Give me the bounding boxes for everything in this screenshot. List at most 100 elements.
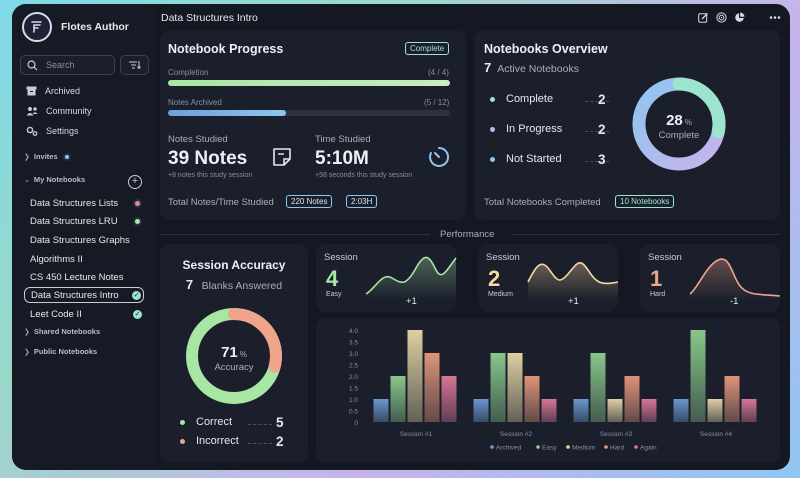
notebooks-overview-card: Notebooks Overview 7 Active Notebooks To… (474, 30, 780, 220)
notebook-item-label: Data Structures Graphs (30, 234, 130, 246)
legend-dot (634, 445, 638, 449)
legend-dot (180, 419, 185, 425)
edit-icon[interactable] (698, 12, 709, 23)
overview-row-count: 2 (598, 92, 606, 107)
accuracy-row: Correct (180, 416, 232, 428)
target-icon[interactable] (716, 12, 727, 23)
x-tick-label: Session #2 (500, 431, 533, 438)
search-input[interactable]: Search (20, 55, 115, 75)
y-tick-label: 0.5 (349, 409, 358, 416)
performance-divider-left (160, 234, 430, 235)
notebook-item[interactable]: Leet Code II ✓ (24, 306, 144, 322)
invites-indicator (62, 152, 71, 161)
archived-progress-bar (168, 110, 286, 116)
more-options-icon[interactable] (769, 12, 781, 23)
session-sparkline (689, 258, 781, 300)
notebook-item[interactable]: Data Structures Graphs (24, 232, 144, 248)
progress-title: Notebook Progress (168, 42, 284, 56)
notebook-item[interactable]: Data Structures Lists (24, 195, 144, 211)
donut-value-arc (632, 77, 726, 171)
session-title: Session (648, 252, 682, 263)
bar-hard-1 (424, 353, 440, 422)
total-studied-label: Total Notes/Time Studied (168, 197, 274, 208)
filter-button[interactable] (120, 55, 149, 75)
archived-label: Notes Archived (168, 98, 222, 107)
app-window: Flotes Author Search Archived Community … (12, 4, 790, 470)
notebook-item[interactable]: Algorithms II (24, 251, 144, 267)
overview-donut-center: 28% Complete (629, 112, 729, 141)
accuracy-row: Incorrect (180, 435, 239, 447)
overview-row: Not Started (490, 153, 562, 165)
accuracy-donut-unit: % (239, 350, 247, 359)
add-notebook-button[interactable]: + (128, 175, 142, 189)
nav-settings[interactable]: Settings (26, 126, 79, 136)
session-value: 4 (326, 266, 339, 291)
sparkline-line (365, 256, 457, 295)
dashed-leader (585, 101, 609, 102)
sticky-note-icon (273, 148, 291, 166)
overview-row-count: 2 (598, 122, 606, 137)
y-tick-label: 4.0 (349, 328, 358, 335)
session-difficulty: Hard (650, 291, 666, 298)
invites-label: Invites (33, 152, 58, 161)
accuracy-row-count: 5 (276, 415, 284, 430)
y-tick-label: 2.5 (349, 363, 358, 370)
accuracy-donut-center: 71% Accuracy (182, 344, 286, 373)
session-title: Session (324, 252, 358, 263)
notebook-item-label: Data Structures LRU (30, 215, 118, 227)
session-value: 1 (650, 266, 663, 291)
legend-label: Archived (496, 445, 522, 452)
nav-archived[interactable]: Archived (26, 86, 80, 96)
overview-donut-chart (632, 77, 726, 171)
notebook-item-label: Data Structures Intro (31, 289, 119, 301)
legend-dot (536, 445, 540, 449)
archived-value: (5 / 12) (424, 98, 450, 107)
nav-community[interactable]: Community (26, 106, 92, 116)
notebook-item[interactable]: Data Structures LRU (24, 213, 144, 229)
session-delta: +1 (406, 296, 417, 307)
bar-hard-3 (624, 376, 640, 422)
sparkline-line (689, 258, 781, 297)
session-difficulty: Easy (326, 291, 342, 298)
invites-section[interactable]: ❯ Invites (24, 152, 71, 161)
total-completed-badge: 10 Notebooks (615, 195, 675, 208)
nav-community-label: Community (46, 106, 92, 116)
flotes-logo-icon (22, 12, 52, 42)
session-value: 2 (488, 266, 501, 291)
app-name: Flotes Author (61, 21, 129, 33)
public-notebooks-section[interactable]: ❯ Public Notebooks (24, 347, 97, 356)
pie-chart-icon[interactable] (734, 12, 745, 23)
brand[interactable]: Flotes Author (22, 12, 129, 42)
session-sparkline (527, 262, 619, 300)
nav-archived-label: Archived (45, 86, 81, 96)
session-title: Session (486, 252, 520, 263)
status-dot (133, 216, 142, 226)
bar-easy-4 (690, 330, 706, 422)
bar-again-4 (741, 399, 757, 422)
y-tick-label: 2.0 (349, 374, 358, 381)
my-notebooks-section[interactable]: ⌄ My Notebooks (24, 175, 85, 184)
bar-hard-4 (724, 376, 740, 422)
notebook-progress-card: Notebook Progress Complete Completion (4… (160, 30, 466, 220)
search-placeholder: Search (46, 60, 75, 70)
bar-archived-1 (373, 399, 389, 422)
chevron-down-icon: ⌄ (24, 176, 30, 184)
completion-progress-bar (168, 80, 450, 86)
accuracy-donut-value: 71 (221, 344, 238, 361)
overview-row: Complete (490, 93, 553, 105)
shared-notebooks-section[interactable]: ❯ Shared Notebooks (24, 327, 100, 336)
accuracy-title: Session Accuracy (182, 258, 286, 272)
notebook-item[interactable]: Data Structures Intro ✓ (24, 287, 144, 303)
notebook-item[interactable]: CS 450 Lecture Notes (24, 269, 144, 285)
bar-again-1 (441, 376, 457, 422)
notes-studied-sub: +8 notes this study session (168, 172, 253, 179)
bar-archived-2 (473, 399, 489, 422)
legend-label: Hard (610, 445, 624, 452)
chevron-right-icon: ❯ (24, 328, 30, 336)
y-tick-label: 3.0 (349, 351, 358, 358)
session-sparkline (365, 256, 457, 300)
active-notebooks: 7 Active Notebooks (484, 60, 579, 75)
bar-easy-2 (490, 353, 506, 422)
blanks-label: Blanks Answered (201, 280, 283, 292)
accuracy-row-label: Incorrect (196, 435, 239, 447)
